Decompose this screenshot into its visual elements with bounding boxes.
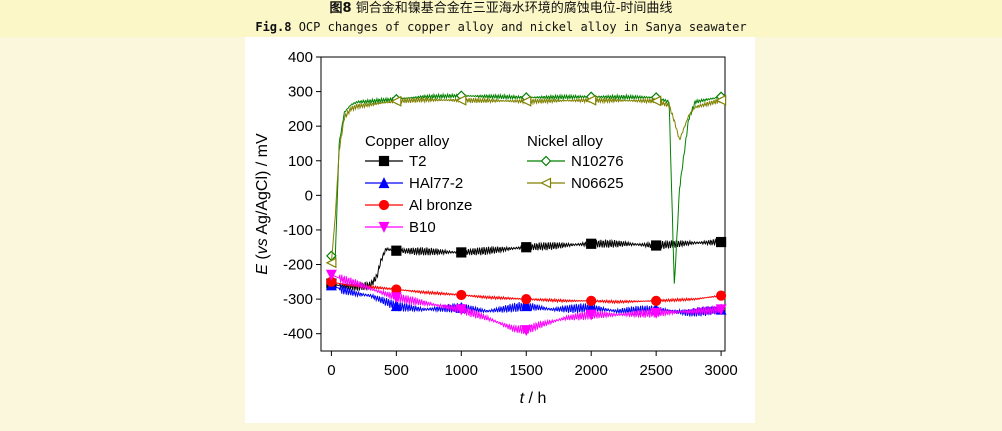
- x-tick-label: 500: [384, 362, 409, 379]
- caption-zh-figure-number: 图8: [329, 1, 352, 16]
- caption-chinese: 图8 铜合金和镍基合金在三亚海水环境的腐蚀电位-时间曲线: [0, 1, 1002, 17]
- legend-marker: [540, 155, 552, 167]
- x-axis-label: t / h: [520, 390, 547, 407]
- data-point: [650, 95, 662, 107]
- figure-caption: 图8 铜合金和镍基合金在三亚海水环境的腐蚀电位-时间曲线 Fig.8 OCP c…: [0, 0, 1002, 37]
- data-point: [586, 238, 597, 249]
- series-line: [330, 96, 722, 263]
- y-tick-label: 200: [288, 118, 313, 135]
- data-point: [456, 247, 467, 258]
- legend-item: N06625: [527, 175, 624, 192]
- data-point: [390, 95, 402, 107]
- x-tick-label: 1000: [445, 362, 478, 379]
- data-point: [455, 94, 467, 106]
- legend-label: HAl77-2: [409, 175, 463, 192]
- caption-en-text: OCP changes of copper alloy and nickel a…: [298, 20, 747, 34]
- legend-marker: [540, 177, 552, 189]
- data-point: [455, 304, 467, 316]
- legend-label: N06625: [571, 175, 624, 192]
- data-point: [456, 289, 467, 301]
- data-point: [716, 236, 727, 248]
- data-point: [520, 325, 532, 337]
- y-tick-label: -100: [283, 222, 313, 239]
- y-axis-label: E (vs Ag/AgCl) / mV: [254, 133, 271, 275]
- y-tick-label: 0: [305, 187, 313, 204]
- legend-marker: [378, 221, 390, 233]
- data-point: [651, 240, 662, 251]
- y-tick-label: 400: [288, 49, 313, 66]
- data-point: [325, 269, 337, 281]
- series-n06625: [330, 96, 722, 263]
- legend-marker: [378, 199, 390, 211]
- legend-label: Al bronze: [409, 197, 472, 214]
- ocp-line-chart: 0 500 1000 1500 2000 2500 30004003002001000-10…: [254, 49, 738, 407]
- data-point: [520, 95, 532, 107]
- data-point: [586, 295, 597, 306]
- legend-label: T2: [409, 153, 427, 170]
- legend-item: HAl77-2: [365, 175, 463, 192]
- data-point: [651, 295, 662, 306]
- x-tick-label: 1500: [510, 362, 543, 379]
- data-point: [521, 294, 532, 305]
- x-tick-label: 3000: [704, 362, 737, 379]
- legend-item: N10276: [527, 153, 624, 170]
- legend-group-title: Copper alloy: [365, 133, 450, 150]
- legend-marker: [378, 155, 390, 167]
- data-point: [585, 309, 597, 321]
- data-point: [650, 307, 662, 319]
- data-point: [585, 94, 597, 106]
- legend-label: B10: [409, 219, 436, 236]
- series-line: [331, 92, 722, 284]
- legend-item: B10: [365, 219, 436, 236]
- data-point: [520, 300, 532, 312]
- caption-zh-text: 铜合金和镍基合金在三亚海水环境的腐蚀电位-时间曲线: [355, 1, 673, 16]
- figure-panel: 0 500 1000 1500 2000 2500 3000 400 300 200 100 0 -10…: [245, 37, 755, 423]
- caption-english: Fig.8 OCP changes of copper alloy and ni…: [0, 19, 1002, 35]
- y-tick-label: -400: [283, 326, 313, 343]
- data-point: [325, 257, 337, 269]
- legend-item: T2: [365, 153, 427, 170]
- data-point: [521, 242, 532, 253]
- y-tick-label: -200: [283, 257, 313, 274]
- legend-group-title: Nickel alloy: [527, 133, 603, 150]
- x-tick-label: 2500: [639, 362, 672, 379]
- y-tick-label: 100: [288, 153, 313, 170]
- y-tick-label: -300: [283, 291, 313, 308]
- legend: Copper alloy Nickel alloy T2 HAl77-2 Al bron…: [365, 133, 624, 236]
- legend-marker: [378, 177, 390, 189]
- series-n10276: [331, 92, 722, 284]
- data-point: [390, 300, 402, 312]
- plot-frame: [320, 56, 726, 352]
- data-point: [716, 290, 727, 301]
- legend-item: Al bronze: [365, 197, 472, 214]
- legend-label: N10276: [571, 153, 624, 170]
- caption-en-figure-number: Fig.8: [255, 20, 292, 34]
- x-tick-label: 2000: [575, 362, 608, 379]
- data-point: [715, 94, 727, 106]
- y-tick-label: 300: [288, 84, 313, 101]
- data-point: [390, 292, 402, 304]
- data-point: [391, 245, 402, 256]
- x-tick-label: 0: [327, 362, 335, 379]
- data-point: [715, 304, 727, 316]
